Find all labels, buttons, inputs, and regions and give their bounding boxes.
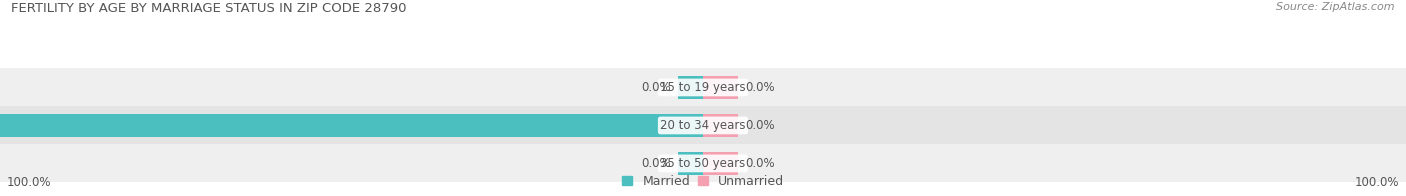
Text: 100.0%: 100.0% <box>7 176 52 189</box>
Text: 0.0%: 0.0% <box>745 81 775 94</box>
Bar <box>0 144 1406 182</box>
Text: 15 to 19 years: 15 to 19 years <box>661 81 745 94</box>
Bar <box>0 68 1406 106</box>
Text: FERTILITY BY AGE BY MARRIAGE STATUS IN ZIP CODE 28790: FERTILITY BY AGE BY MARRIAGE STATUS IN Z… <box>11 2 406 15</box>
Text: 35 to 50 years: 35 to 50 years <box>661 157 745 170</box>
Bar <box>703 114 738 137</box>
Bar <box>678 76 703 99</box>
Text: 20 to 34 years: 20 to 34 years <box>661 119 745 132</box>
Bar <box>678 152 703 175</box>
Text: 0.0%: 0.0% <box>745 157 775 170</box>
Bar <box>0 114 703 137</box>
Text: 100.0%: 100.0% <box>1354 176 1399 189</box>
Text: 0.0%: 0.0% <box>641 157 672 170</box>
Text: 0.0%: 0.0% <box>745 119 775 132</box>
Legend: Married, Unmarried: Married, Unmarried <box>623 175 783 188</box>
Text: 0.0%: 0.0% <box>641 81 672 94</box>
Bar <box>0 106 1406 144</box>
Bar <box>703 152 738 175</box>
Bar <box>703 76 738 99</box>
Text: Source: ZipAtlas.com: Source: ZipAtlas.com <box>1277 2 1395 12</box>
